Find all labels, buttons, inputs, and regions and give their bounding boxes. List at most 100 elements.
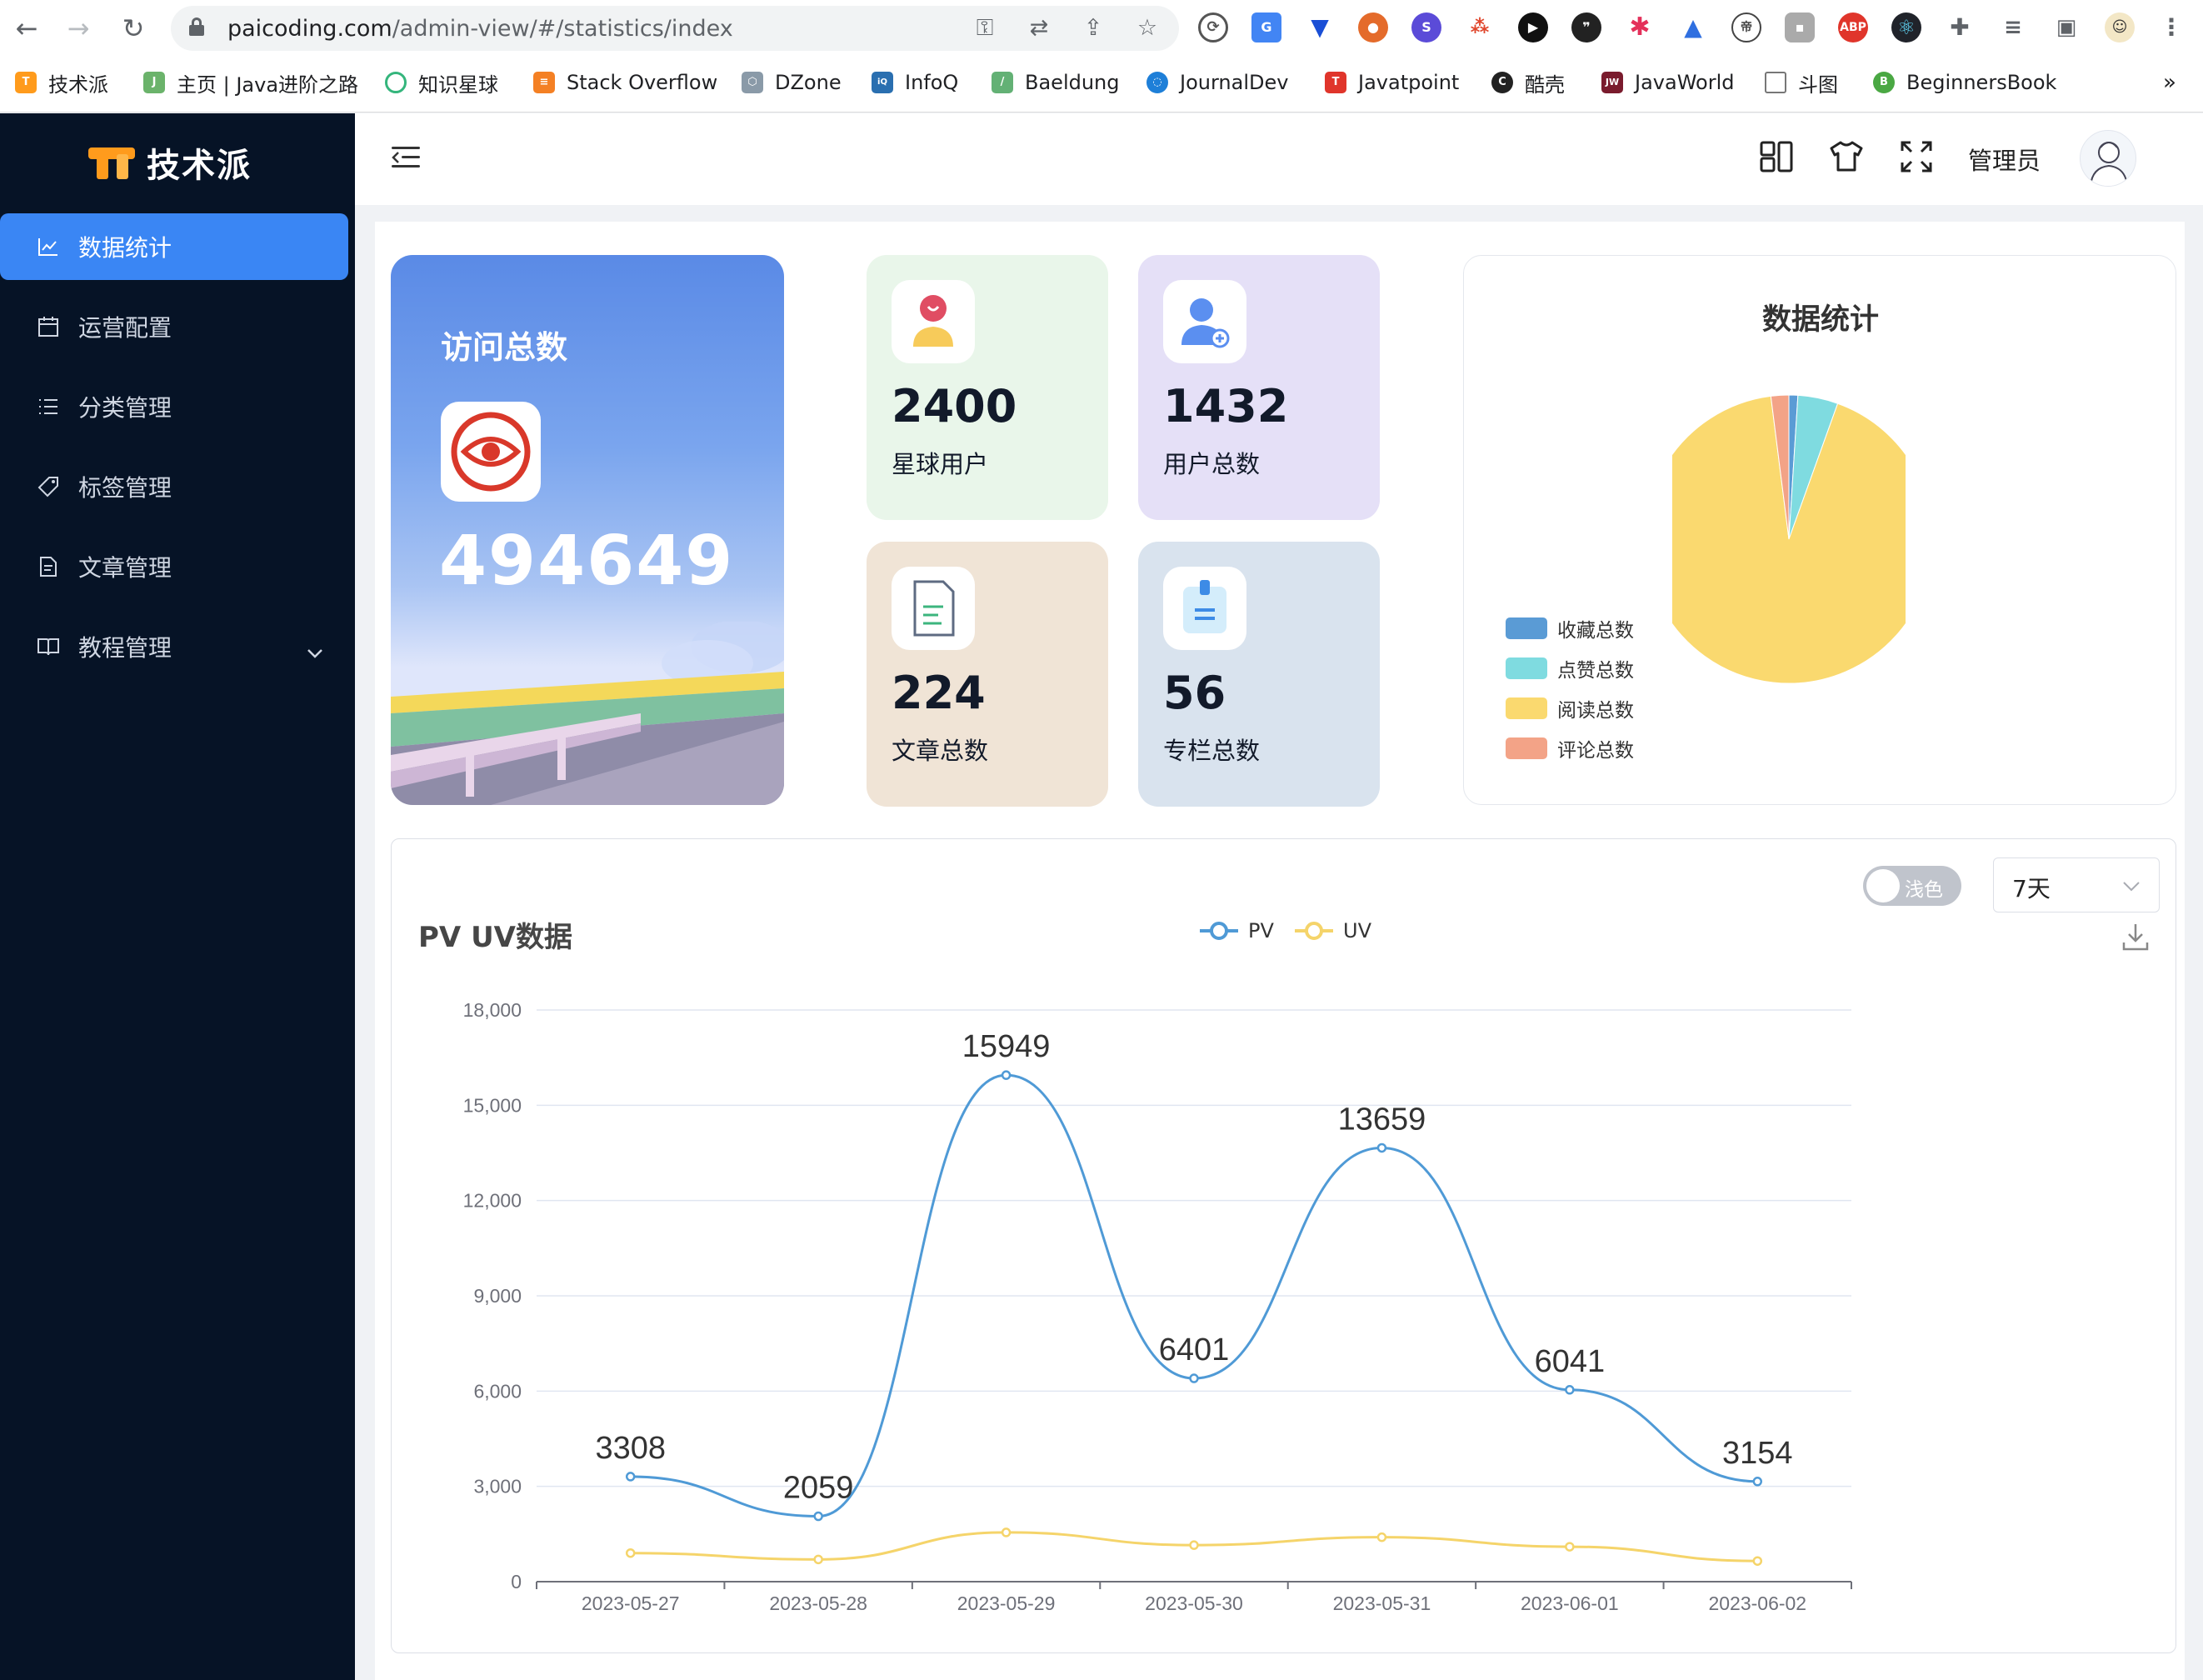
y-tick-label: 3,000: [473, 1476, 522, 1498]
chat-extension-icon[interactable]: ❞: [1571, 12, 1601, 42]
data-point-uv[interactable]: [813, 1554, 823, 1565]
pie-legend-comments[interactable]: 评论总数: [1506, 734, 1634, 762]
bookmark-javatpoint[interactable]: T Javatpoint: [1325, 68, 1459, 98]
data-point-pv[interactable]: [813, 1511, 823, 1522]
legend-uv[interactable]: UV: [1293, 919, 1371, 942]
side-panel-icon[interactable]: ▣: [2051, 12, 2081, 42]
beginnersbook-favicon-icon: B: [1873, 72, 1895, 93]
back-icon[interactable]: ←: [15, 12, 38, 44]
download-icon[interactable]: [2120, 921, 2151, 952]
bookmark-zsxq[interactable]: 知识星球: [385, 68, 498, 98]
collapse-menu-icon[interactable]: [392, 145, 420, 170]
forward-icon[interactable]: →: [67, 12, 90, 44]
pie-slice-2[interactable]: [1672, 395, 1906, 684]
sidebar-item-operations[interactable]: 运营配置: [0, 293, 348, 360]
lock-icon: [189, 18, 204, 36]
google-translate-extension-icon[interactable]: G: [1251, 12, 1281, 42]
bookmark-jishupai[interactable]: T 技术派: [15, 68, 108, 98]
pie-legend-favorites[interactable]: 收藏总数: [1506, 614, 1634, 642]
sidebar-item-tags[interactable]: 标签管理: [0, 453, 348, 520]
browser-menu-icon[interactable]: ⋮: [2156, 12, 2186, 42]
visit-total-card: 访问总数 494649: [391, 255, 784, 805]
bookmark-journaldev[interactable]: ◌ JournalDev: [1146, 68, 1288, 98]
range-select[interactable]: 7天: [1993, 858, 2160, 912]
layout-icon[interactable]: [1758, 138, 1795, 175]
app-logo[interactable]: 技术派: [88, 138, 252, 187]
sidebar-item-statistics[interactable]: 数据统计: [0, 213, 348, 280]
data-point-uv[interactable]: [625, 1548, 636, 1558]
admin-name[interactable]: 管理员: [1968, 147, 2041, 175]
planet-user-icon: [892, 280, 975, 363]
graduate-cap-extension-icon[interactable]: ▲: [1678, 12, 1708, 42]
sidebar-item-categories[interactable]: 分类管理: [0, 373, 348, 440]
fullscreen-icon[interactable]: [1898, 138, 1935, 175]
calendar-icon: [37, 315, 60, 338]
sidebar-item-label: 文章管理: [78, 554, 172, 582]
avatar[interactable]: [2080, 130, 2136, 187]
data-point-uv[interactable]: [1001, 1528, 1012, 1538]
bookmark-java-path[interactable]: J 主页 | Java进阶之路: [143, 68, 358, 98]
bookmark-coolshell[interactable]: C 酷壳: [1491, 68, 1565, 98]
series-line-pv[interactable]: [630, 1073, 1758, 1518]
play-extension-icon[interactable]: ▶: [1518, 12, 1548, 42]
bookmark-star-icon[interactable]: ☆: [1136, 15, 1158, 41]
data-point-pv[interactable]: [1189, 1373, 1199, 1383]
bookmark-folder-doutu[interactable]: 斗图: [1765, 68, 1838, 98]
legend-pv[interactable]: PV: [1198, 919, 1274, 942]
extensions-puzzle-icon[interactable]: ✚: [1945, 12, 1975, 42]
profile-avatar-icon[interactable]: ☺: [2105, 12, 2135, 42]
sitemap-extension-icon[interactable]: ⁂: [1465, 12, 1495, 42]
legend-label: 收藏总数: [1557, 620, 1634, 642]
s-extension-icon[interactable]: S: [1411, 12, 1441, 42]
book-icon: [37, 635, 60, 658]
vue-devtools-extension-icon[interactable]: ▼: [1305, 12, 1335, 42]
sidebar-item-tutorials[interactable]: 教程管理: [0, 613, 348, 680]
pie-legend-reads[interactable]: 阅读总数: [1506, 694, 1634, 722]
bookmark-dzone[interactable]: ⬡ DZone: [742, 68, 842, 98]
article-icon: [892, 567, 975, 650]
stat-value: 56: [1163, 667, 1226, 719]
address-bar[interactable]: paicoding.com/admin-view/#/statistics/in…: [171, 6, 1179, 51]
data-point-pv[interactable]: [1565, 1385, 1575, 1395]
theme-shirt-icon[interactable]: [1828, 138, 1865, 175]
road-illustration: [391, 622, 784, 805]
data-point-pv[interactable]: [1001, 1070, 1012, 1080]
data-point-pv[interactable]: [1376, 1142, 1387, 1153]
tab-extension-icon[interactable]: ▪: [1785, 12, 1815, 42]
sidebar-item-articles[interactable]: 文章管理: [0, 533, 348, 600]
history-extension-icon[interactable]: ⟳: [1198, 12, 1228, 42]
legend-swatch: [1506, 698, 1547, 719]
bookmarks-overflow-button[interactable]: »: [2163, 70, 2176, 95]
bookmark-baeldung[interactable]: / Baeldung: [992, 68, 1120, 98]
x-tick-label: 2023-05-27: [582, 1592, 680, 1614]
data-point-pv[interactable]: [1752, 1477, 1763, 1487]
data-point-uv[interactable]: [1189, 1540, 1199, 1550]
data-label-pv: 6041: [1535, 1344, 1606, 1379]
uv-legend-marker-icon: [1295, 922, 1333, 940]
media-control-icon[interactable]: ≡: [1998, 12, 2028, 42]
data-point-uv[interactable]: [1376, 1532, 1387, 1542]
firefox-relay-extension-icon[interactable]: ●: [1358, 12, 1388, 42]
chevron-down-icon[interactable]: [307, 637, 323, 664]
react-devtools-extension-icon[interactable]: ⚛: [1891, 12, 1921, 42]
share-icon[interactable]: ⇪: [1083, 15, 1103, 41]
pie-legend-likes[interactable]: 点赞总数: [1506, 654, 1634, 682]
data-point-uv[interactable]: [1565, 1542, 1575, 1552]
data-point-pv[interactable]: [625, 1472, 636, 1482]
pie-slice-3[interactable]: [1770, 394, 1790, 540]
bookmark-beginnersbook[interactable]: B BeginnersBook: [1873, 68, 2056, 98]
bookmark-stackoverflow[interactable]: ≡ Stack Overflow: [533, 68, 717, 98]
bookmark-infoq[interactable]: iQ InfoQ: [872, 68, 958, 98]
stat-value: 1432: [1163, 380, 1289, 432]
flower-extension-icon[interactable]: ✱: [1625, 12, 1655, 42]
translate-icon[interactable]: ⇄: [1029, 15, 1049, 41]
reload-icon[interactable]: ↻: [122, 12, 145, 44]
data-point-uv[interactable]: [1752, 1556, 1763, 1566]
legend-swatch: [1506, 658, 1547, 679]
bookmark-javaworld[interactable]: JW JavaWorld: [1601, 68, 1734, 98]
light-mode-toggle[interactable]: 浅色: [1863, 866, 1961, 906]
key-icon[interactable]: ⚿: [976, 15, 994, 41]
adblock-extension-icon[interactable]: ABP: [1838, 12, 1868, 42]
seal-extension-icon[interactable]: 帝: [1731, 12, 1761, 42]
legend-label: 评论总数: [1557, 740, 1634, 762]
